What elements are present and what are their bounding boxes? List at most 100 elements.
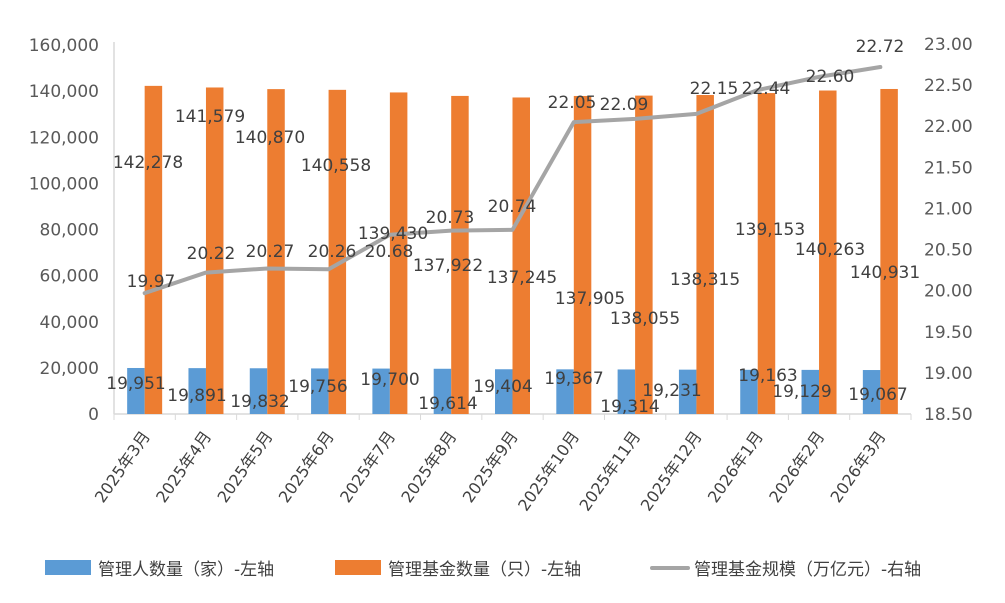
bar-managers [740, 369, 758, 414]
data-label-scale: 22.60 [806, 67, 855, 87]
right-axis-tick-label: 20.00 [924, 282, 973, 302]
data-label-funds: 139,153 [735, 220, 805, 240]
bar-managers [495, 369, 513, 414]
legend-label: 管理基金数量（只）-左轴 [388, 560, 582, 580]
line-point [389, 234, 391, 236]
bar-funds [451, 95, 469, 414]
left-axis-tick-label: 100,000 [29, 174, 99, 194]
right-axis-tick-label: 21.00 [924, 199, 973, 219]
line-point [328, 268, 330, 270]
right-axis-tick-label: 22.00 [924, 117, 973, 137]
right-axis-tick-label: 20.50 [924, 241, 973, 261]
data-label-scale: 22.05 [548, 93, 597, 113]
data-label-scale: 20.26 [308, 242, 357, 262]
bar-funds [696, 95, 714, 414]
x-axis-tick-label: 2025年11月 [575, 427, 644, 514]
line-point [695, 113, 697, 115]
line-point [205, 272, 207, 274]
right-axis-tick-label: 23.00 [924, 35, 973, 55]
data-label-managers: 19,951 [106, 374, 165, 394]
data-label-scale: 22.44 [742, 79, 791, 99]
data-label-managers: 19,614 [418, 394, 477, 414]
line-point [818, 76, 820, 78]
x-axis-tick-label: 2025年3月 [91, 427, 154, 506]
data-label-scale: 22.72 [856, 37, 905, 57]
bar-managers [127, 367, 145, 414]
data-label-funds: 140,558 [301, 156, 371, 176]
data-label-managers: 19,314 [600, 397, 659, 417]
legend-label: 管理人数量（家）-左轴 [98, 560, 275, 580]
bar-managers [372, 368, 390, 414]
line-point [450, 230, 452, 232]
bar-managers [617, 369, 636, 414]
data-label-scale: 22.15 [690, 79, 739, 99]
x-axis-tick-label: 2026年1月 [704, 427, 767, 506]
left-axis-tick-label: 40,000 [40, 313, 99, 333]
data-label-managers: 19,163 [738, 366, 797, 386]
right-axis-tick-label: 18.50 [924, 405, 973, 425]
data-label-scale: 20.27 [246, 242, 295, 262]
data-label-managers: 19,891 [167, 386, 226, 406]
legend-item-managers: 管理人数量（家）-左轴 [45, 555, 274, 580]
bar-funds [635, 95, 653, 414]
data-label-managers: 19,129 [772, 382, 831, 402]
bar-funds [205, 87, 224, 414]
right-axis-tick-label: 19.50 [924, 323, 973, 343]
data-label-funds: 140,870 [235, 128, 305, 148]
bar-funds [880, 88, 898, 415]
legend-item-scale: 管理基金规模（万亿元）-右轴 [650, 555, 921, 580]
bar-managers [678, 369, 697, 414]
left-axis-tick-label: 20,000 [40, 359, 99, 379]
x-axis-tick-label: 2025年12月 [637, 427, 706, 514]
data-label-funds: 140,931 [850, 263, 920, 283]
data-label-managers: 19,231 [642, 381, 701, 401]
line-point [573, 121, 575, 123]
data-label-scale: 20.22 [187, 244, 236, 264]
data-label-managers: 19,067 [848, 385, 907, 405]
data-label-funds: 141,579 [175, 107, 245, 127]
legend-item-funds: 管理基金数量（只）-左轴 [335, 555, 581, 580]
data-label-scale: 19.97 [127, 272, 176, 292]
right-axis-tick-label: 21.50 [924, 158, 973, 178]
data-label-scale: 20.68 [365, 242, 414, 262]
x-axis-tick-label: 2025年6月 [275, 427, 338, 506]
data-label-funds: 137,905 [555, 289, 625, 309]
data-label-funds: 140,263 [795, 240, 865, 260]
data-label-managers: 19,756 [288, 377, 347, 397]
line-point [757, 89, 759, 91]
data-label-managers: 19,367 [544, 369, 603, 389]
x-axis-tick-label: 2026年2月 [765, 427, 828, 506]
x-axis-tick-label: 2025年10月 [514, 427, 583, 514]
line-point [512, 229, 513, 231]
bar-managers [556, 369, 574, 414]
x-axis-tick-label: 2025年5月 [213, 427, 276, 506]
data-label-funds: 138,055 [610, 309, 680, 329]
data-label-managers: 19,700 [360, 370, 419, 390]
bar-managers [862, 370, 881, 414]
legend-swatch-orange [335, 560, 381, 575]
data-label-managers: 19,404 [473, 377, 532, 397]
bar-funds [267, 89, 285, 414]
left-axis-tick-label: 80,000 [40, 221, 99, 241]
x-axis-tick-label: 2025年8月 [397, 427, 460, 506]
bar-managers [433, 368, 452, 414]
data-label-scale: 20.73 [426, 208, 475, 228]
left-axis-tick-label: 140,000 [29, 82, 99, 102]
bar-funds [389, 92, 408, 414]
bar-managers [801, 369, 820, 414]
x-axis-tick-label: 2026年3月 [827, 427, 890, 506]
data-label-scale: 22.09 [600, 95, 649, 115]
right-axis-tick-label: 22.50 [924, 76, 973, 96]
data-label-funds: 142,278 [113, 153, 183, 173]
x-axis-tick-label: 2025年7月 [336, 427, 399, 506]
bar-managers [188, 368, 206, 414]
bar-funds [512, 97, 530, 414]
data-label-funds: 138,315 [670, 270, 740, 290]
x-axis-tick-label: 2025年4月 [152, 427, 215, 506]
left-axis-tick-label: 60,000 [40, 267, 99, 287]
bar-funds [328, 89, 347, 415]
bar-managers [249, 368, 268, 414]
data-label-scale: 20.74 [488, 197, 537, 217]
bar-managers [311, 368, 329, 414]
